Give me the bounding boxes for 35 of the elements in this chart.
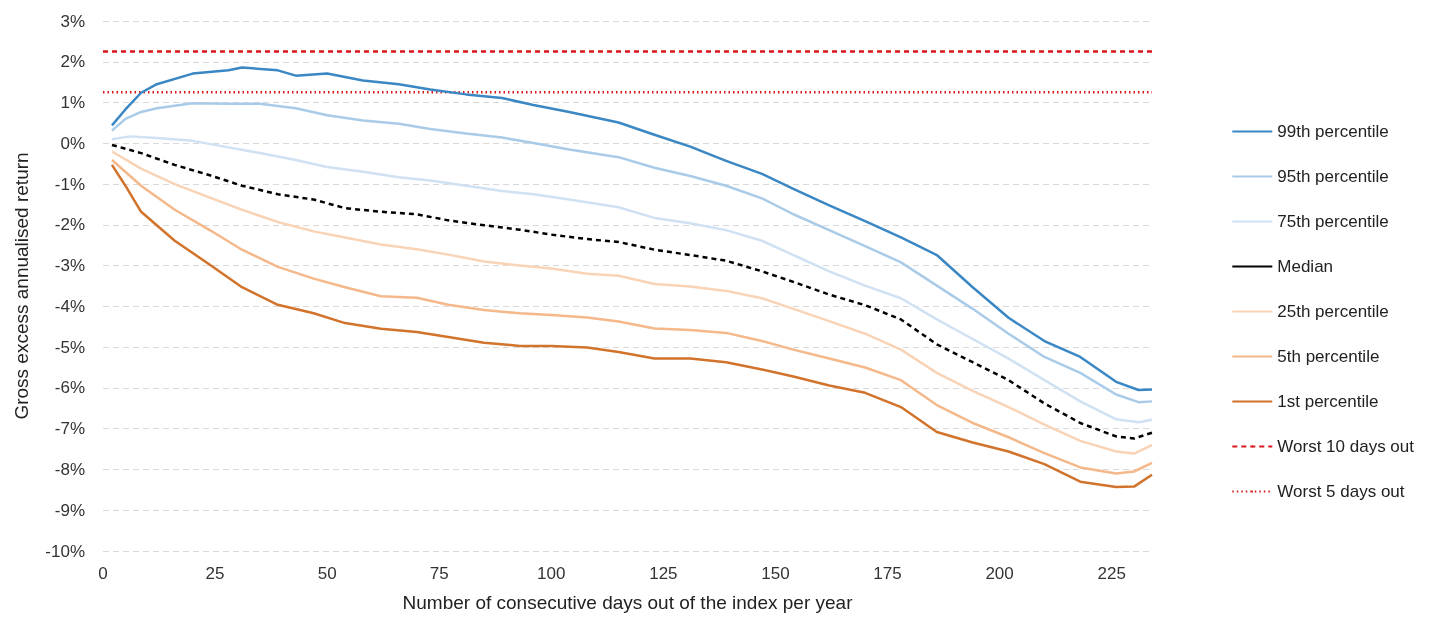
y-axis-title: Gross excess annualised return — [11, 152, 32, 420]
y-tick-label: -3% — [54, 256, 85, 276]
x-tick-label: 175 — [873, 564, 902, 583]
x-tick-label: 25 — [205, 564, 225, 583]
x-tick-label: 75 — [429, 564, 449, 583]
y-tick-label: -6% — [54, 378, 85, 398]
x-tick-label: 0 — [98, 564, 108, 583]
y-tick-label: -8% — [54, 459, 85, 479]
y-tick-label: -2% — [54, 215, 85, 235]
x-tick-label: 150 — [761, 564, 790, 583]
y-tick-label: 3% — [60, 11, 85, 31]
legend-label: 99th percentile — [1277, 122, 1389, 141]
x-tick-label: 50 — [317, 564, 337, 583]
y-tick-label: -4% — [54, 296, 85, 316]
y-tick-label: -5% — [54, 337, 85, 357]
y-tick-label: 0% — [60, 133, 85, 153]
y-tick-label: -9% — [54, 500, 85, 520]
x-tick-label: 225 — [1097, 564, 1126, 583]
legend-label: 95th percentile — [1277, 167, 1389, 186]
y-tick-label: 1% — [60, 93, 85, 113]
legend-label: Median — [1277, 257, 1334, 276]
legend-label: Worst 5 days out — [1277, 482, 1405, 501]
legend-label: 5th percentile — [1277, 347, 1380, 366]
x-axis-title: Number of consecutive days out of the index per year — [402, 592, 854, 613]
x-tick-label: 100 — [537, 564, 566, 583]
y-tick-label: 2% — [60, 52, 85, 72]
legend-label: 25th percentile — [1277, 302, 1389, 321]
y-tick-label: -7% — [54, 419, 85, 439]
legend-label: Worst 10 days out — [1277, 437, 1415, 456]
x-tick-label: 200 — [985, 564, 1014, 583]
legend-label: 1st percentile — [1277, 392, 1379, 411]
x-tick-label: 125 — [649, 564, 678, 583]
y-tick-label: -1% — [54, 174, 85, 194]
y-tick-label: -10% — [45, 541, 85, 561]
legend-label: 75th percentile — [1277, 212, 1389, 231]
